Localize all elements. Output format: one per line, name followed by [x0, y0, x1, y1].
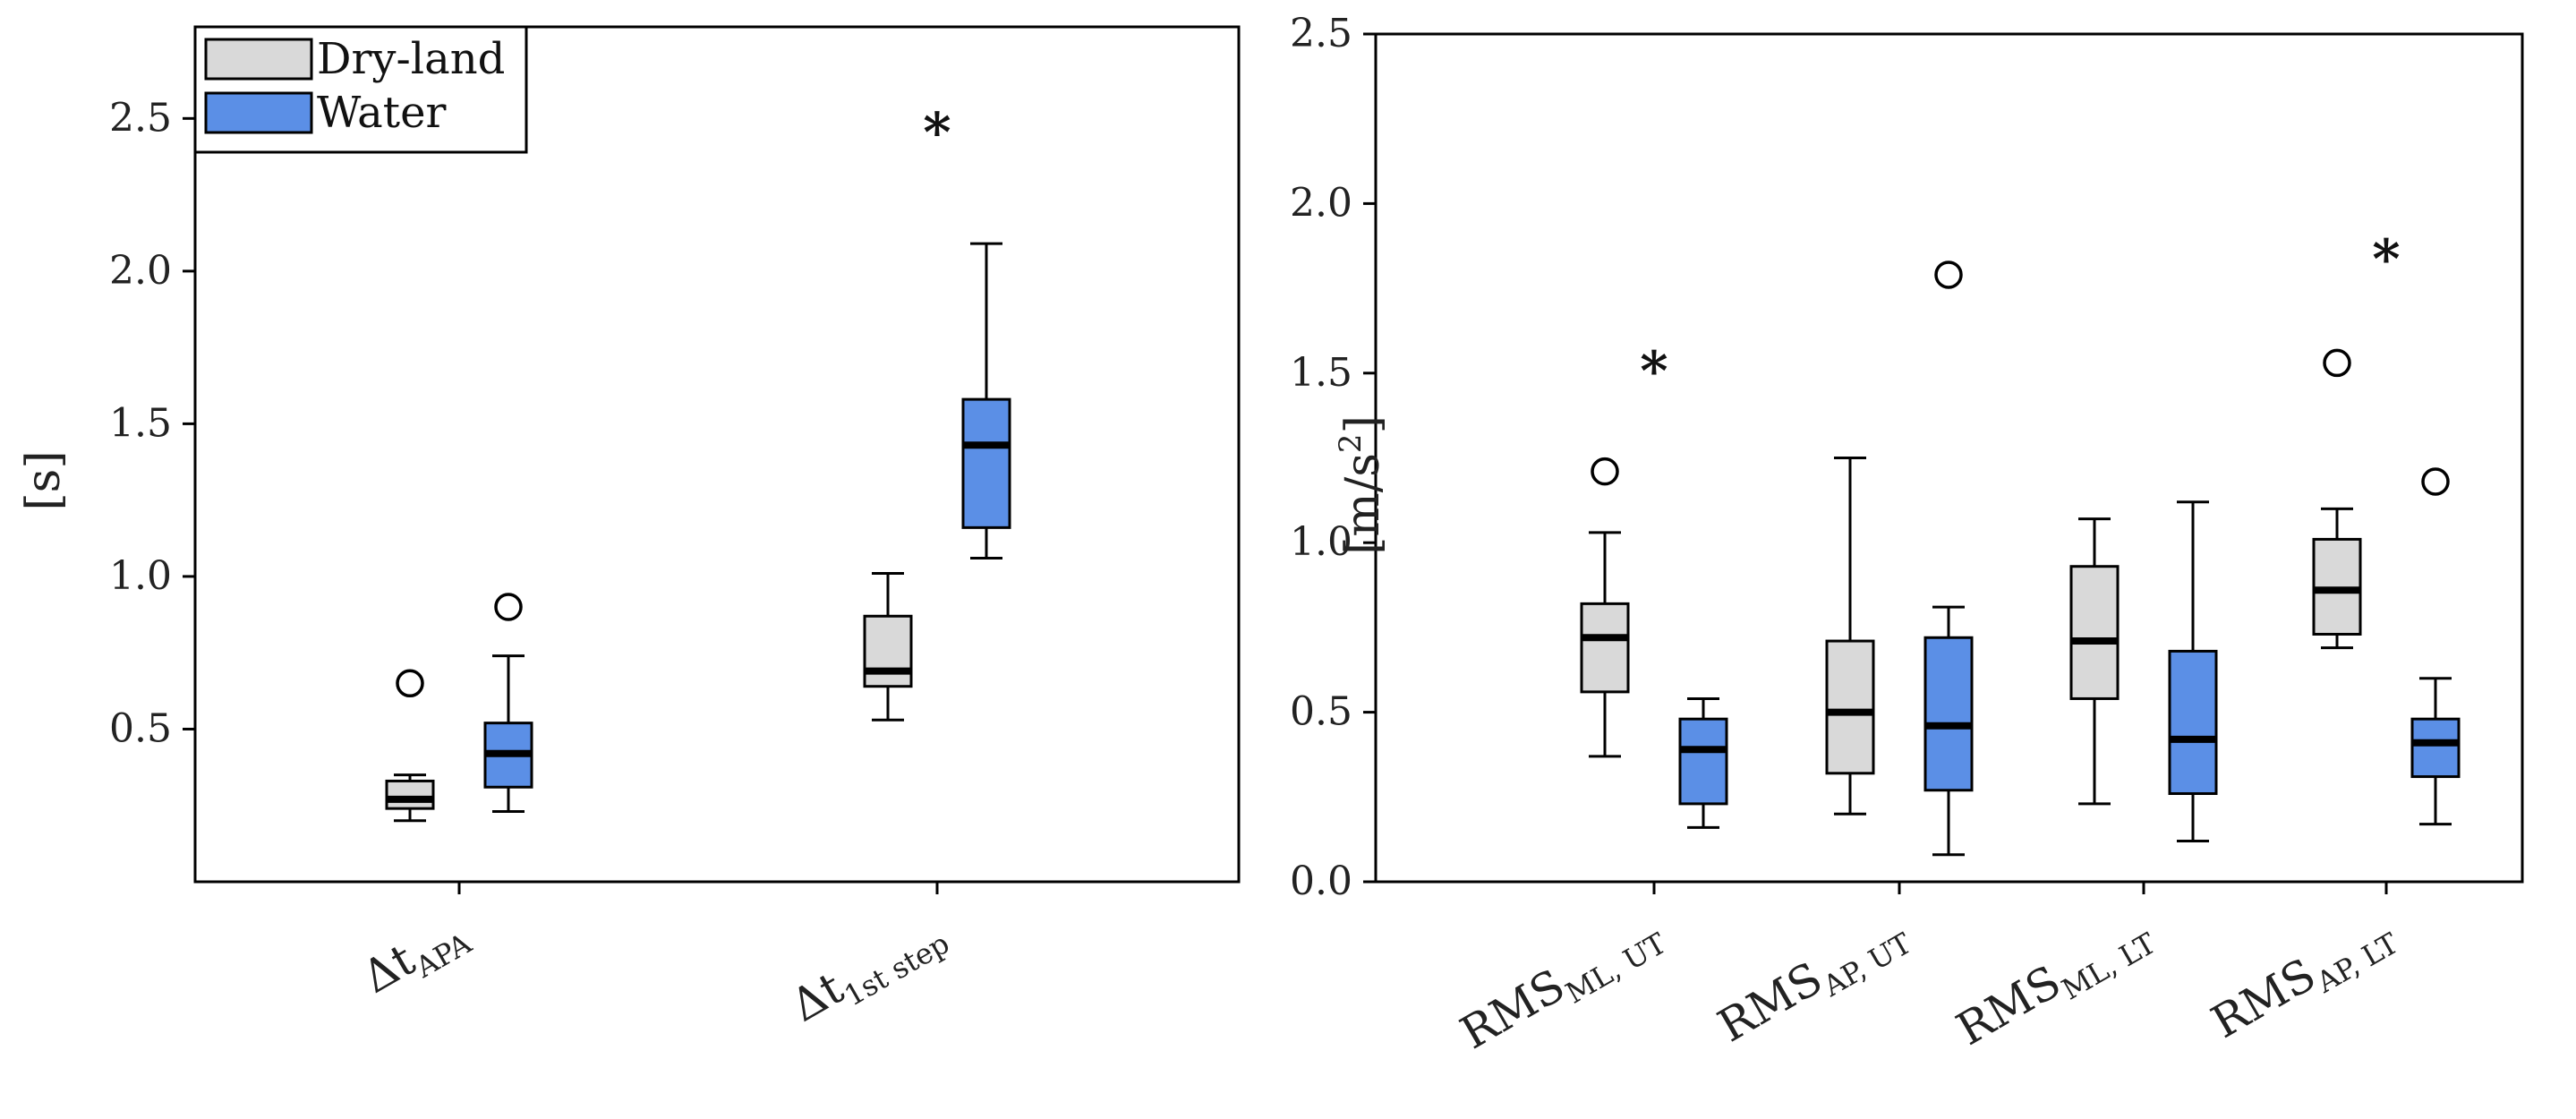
- box-water: [483, 593, 533, 814]
- x-category-label-subscript: ML, LT: [2056, 926, 2162, 1006]
- y-tick-label: 1.0: [109, 553, 172, 599]
- iqr-box: [2410, 717, 2461, 779]
- y-tick-label: 1.0: [1290, 519, 1352, 565]
- x-category-label-subscript: AP, LT: [2310, 926, 2405, 1000]
- box-water: [2410, 467, 2461, 826]
- legend-label: Dry-land: [317, 34, 505, 84]
- x-category-label: RMSAP, LT: [2203, 904, 2404, 1055]
- significance-marker: *: [923, 102, 951, 165]
- y-axis-label: [m/s2]: [1333, 415, 1390, 555]
- legend-swatch-dry-land: [204, 38, 313, 81]
- x-category-label: ΔtAPA: [354, 904, 478, 1010]
- y-tick-label: 1.5: [109, 400, 172, 446]
- iqr-box: [1923, 636, 1974, 792]
- significance-marker: *: [1640, 340, 1668, 403]
- iqr-box: [1678, 717, 1728, 806]
- outlier-point: [494, 593, 523, 621]
- y-tick-label: 2.5: [109, 95, 172, 141]
- box-dry-land: [385, 669, 435, 823]
- iqr-box: [1580, 602, 1630, 694]
- iqr-box: [961, 397, 1011, 529]
- y-tick-label: 0.0: [1290, 858, 1352, 904]
- box-dry-land: [863, 572, 913, 722]
- outlier-point: [396, 669, 424, 698]
- y-axis-label-text: [m/s: [1336, 453, 1390, 555]
- plot-frame: [193, 25, 1241, 884]
- right-boxplot-panel: 0.00.51.01.52.02.5[m/s2]RMSML, UT RMSAP, …: [1290, 11, 2524, 1065]
- iqr-box: [2069, 565, 2120, 700]
- y-tick-label: 2.0: [1290, 180, 1352, 226]
- y-axis-label-text: [s]: [17, 450, 71, 510]
- x-category-label: RMSML, LT: [1948, 904, 2162, 1062]
- x-category-label-base: RMS: [1452, 959, 1574, 1059]
- legend-swatch-water: [204, 91, 313, 134]
- y-axis-label: [s]: [17, 450, 71, 510]
- outlier-point: [2323, 348, 2351, 378]
- box-water: [1678, 696, 1728, 829]
- iqr-box: [2168, 649, 2218, 796]
- iqr-box: [863, 614, 913, 688]
- outlier-point: [2421, 467, 2450, 496]
- y-tick-label: 2.0: [109, 248, 172, 294]
- x-category-label-base: RMS: [2203, 948, 2324, 1048]
- box-dry-land: [2312, 348, 2362, 650]
- x-category-label: RMSML, UT: [1452, 904, 1672, 1065]
- plot-frame: [1374, 32, 2524, 884]
- box-dry-land: [2069, 517, 2120, 806]
- y-tick-label: 1.5: [1290, 350, 1352, 396]
- x-category-label-subscript: 1st step: [839, 926, 955, 1012]
- x-category-label-base: Δt: [354, 934, 423, 1004]
- outlier-point: [1934, 261, 1963, 289]
- legend-label: Water: [317, 88, 446, 138]
- iqr-box: [385, 779, 435, 810]
- y-tick-label: 0.5: [109, 705, 172, 751]
- box-dry-land: [1580, 457, 1630, 758]
- x-category-label-subscript: ML, UT: [1560, 926, 1673, 1011]
- x-category-label: RMSAP, UT: [1710, 904, 1918, 1058]
- significance-marker: *: [2372, 228, 2400, 291]
- iqr-box: [1825, 639, 1875, 775]
- y-tick-label: 2.5: [1290, 11, 1352, 56]
- outlier-point: [1591, 457, 1619, 486]
- y-tick-label: 0.5: [1290, 689, 1352, 735]
- x-category-label-base: RMS: [1710, 952, 1831, 1053]
- x-category-label: Δt1st step: [782, 904, 955, 1038]
- y-axis-label-superscript: 2: [1333, 433, 1369, 453]
- box-water: [1923, 261, 1974, 857]
- x-category-label-base: RMS: [1948, 955, 2069, 1055]
- box-water: [961, 242, 1011, 560]
- x-category-label-base: Δt: [782, 961, 852, 1031]
- box-water: [2168, 500, 2218, 843]
- y-axis-label-close: ]: [1336, 415, 1390, 433]
- box-dry-land: [1825, 457, 1875, 816]
- x-category-label-subscript: AP, UT: [1817, 926, 1918, 1004]
